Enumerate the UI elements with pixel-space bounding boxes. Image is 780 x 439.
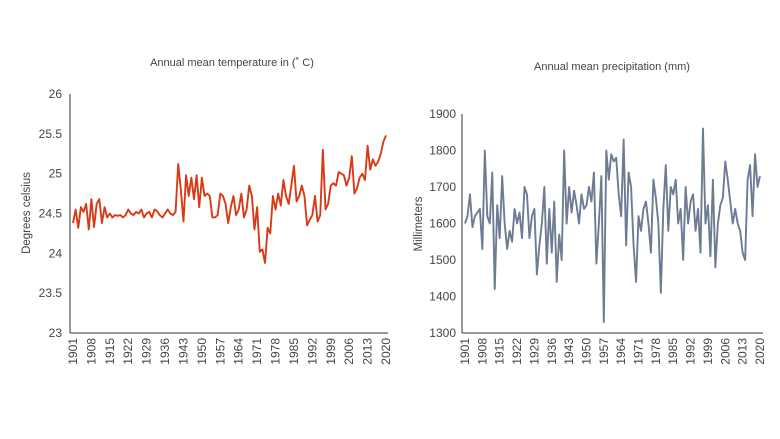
x-tick-label: 1915 [493, 338, 507, 365]
precipitation-chart: Annual mean precipitation (mm) Millimete… [413, 61, 767, 365]
x-tick-label: 1936 [545, 338, 559, 365]
x-tick-label: 1964 [614, 338, 628, 365]
x-tick-label: 1971 [250, 338, 264, 365]
x-tick-label: 1950 [579, 338, 593, 365]
x-tick-label: 1901 [458, 338, 472, 365]
x-tick-label: 2013 [361, 338, 375, 365]
x-tick-label: 2013 [736, 338, 750, 365]
y-tick-label: 1600 [429, 217, 456, 231]
y-tick-label: 1500 [429, 253, 456, 267]
x-tick-labels: 1901 1908 1915 1922 1929 1936 1943 1950 1957 1964… [66, 338, 393, 365]
y-axis-label: Millimeters [413, 196, 425, 251]
x-tick-label: 1936 [158, 338, 172, 365]
x-tick-label: 1978 [649, 338, 663, 365]
x-tick-label: 1929 [527, 338, 541, 365]
x-tick-label: 1908 [84, 338, 98, 365]
precipitation-series-line [464, 127, 761, 323]
x-tick-label: 1943 [562, 338, 576, 365]
temperature-chart: Annual mean temperature in (˚ C) Degrees… [21, 57, 393, 365]
chart-title: Annual mean precipitation (mm) [534, 61, 690, 73]
x-tick-label: 2020 [379, 338, 393, 365]
y-axis-label: Degrees celsius [21, 172, 33, 254]
x-tick-label: 2020 [753, 338, 767, 365]
y-tick-label: 24 [49, 246, 63, 260]
x-tick-label: 1943 [176, 338, 190, 365]
chart-title: Annual mean temperature in (˚ C) [150, 57, 314, 69]
y-tick-label: 25 [49, 167, 63, 181]
x-tick-label: 1985 [287, 338, 301, 365]
x-tick-label: 1901 [66, 338, 80, 365]
y-tick-label: 26 [49, 87, 63, 101]
x-tick-label: 1929 [140, 338, 154, 365]
x-tick-label: 1950 [195, 338, 209, 365]
x-tick-label: 1985 [666, 338, 680, 365]
x-tick-label: 1971 [632, 338, 646, 365]
y-tick-labels: 1900 1800 1700 1600 1500 1400 1300 [429, 107, 456, 340]
x-tick-label: 1992 [305, 338, 319, 365]
x-tick-label: 1978 [269, 338, 283, 365]
x-tick-label: 2006 [342, 338, 356, 365]
x-tick-label: 1915 [103, 338, 117, 365]
y-tick-label: 1700 [429, 180, 456, 194]
x-tick-label: 1964 [232, 338, 246, 365]
x-tick-label: 1922 [510, 338, 524, 365]
x-tick-label: 1999 [324, 338, 338, 365]
x-tick-label: 2006 [718, 338, 732, 365]
y-tick-label: 1900 [429, 107, 456, 121]
x-tick-label: 1922 [121, 338, 135, 365]
y-tick-label: 1800 [429, 144, 456, 158]
y-tick-label: 1300 [429, 326, 456, 340]
x-tick-label: 1957 [597, 338, 611, 365]
x-tick-label: 1999 [701, 338, 715, 365]
y-tick-label: 24.5 [39, 207, 63, 221]
x-tick-labels: 1901 1908 1915 1922 1929 1936 1943 1950 1957 1964… [458, 338, 767, 365]
y-tick-label: 23.5 [39, 286, 63, 300]
x-tick-label: 1992 [684, 338, 698, 365]
y-tick-label: 1400 [429, 290, 456, 304]
y-tick-labels: 26 25.5 25 24.5 24 23.5 23 [39, 87, 63, 340]
x-tick-label: 1957 [213, 338, 227, 365]
y-tick-label: 23 [49, 326, 63, 340]
temperature-series-line [72, 135, 387, 264]
x-tick-label: 1908 [475, 338, 489, 365]
y-tick-label: 25.5 [39, 127, 63, 141]
